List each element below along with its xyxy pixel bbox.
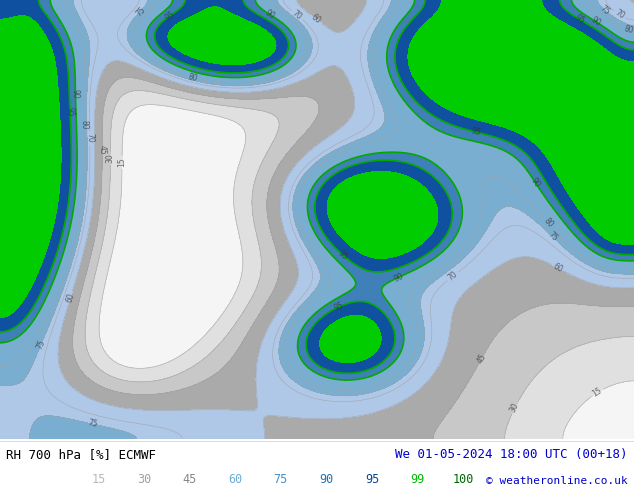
Text: © weatheronline.co.uk: © weatheronline.co.uk xyxy=(486,476,628,486)
Text: 45: 45 xyxy=(98,145,107,154)
Text: 80: 80 xyxy=(79,120,88,129)
Text: 95: 95 xyxy=(65,107,75,117)
Text: 80: 80 xyxy=(541,216,555,229)
Text: 95: 95 xyxy=(332,301,345,313)
Text: 95: 95 xyxy=(337,249,350,262)
Text: 90: 90 xyxy=(590,15,602,28)
Text: 70: 70 xyxy=(85,133,94,143)
Text: 80: 80 xyxy=(188,73,199,83)
Text: 99: 99 xyxy=(411,473,425,486)
Text: 100: 100 xyxy=(453,473,474,486)
Text: 60: 60 xyxy=(309,13,323,25)
Text: 15: 15 xyxy=(117,157,127,167)
Text: 75: 75 xyxy=(35,338,47,350)
Text: 90: 90 xyxy=(529,176,542,189)
Text: 75: 75 xyxy=(86,418,98,429)
Text: 95: 95 xyxy=(574,13,586,26)
Text: 60: 60 xyxy=(228,473,242,486)
Text: 90: 90 xyxy=(320,473,333,486)
Text: 95: 95 xyxy=(365,473,379,486)
Text: 45: 45 xyxy=(183,473,197,486)
Text: 30: 30 xyxy=(106,153,115,163)
Text: 45: 45 xyxy=(475,352,488,365)
Text: 30: 30 xyxy=(137,473,151,486)
Text: 30: 30 xyxy=(508,401,521,414)
Text: 70: 70 xyxy=(290,9,304,22)
Text: RH 700 hPa [%] ECMWF: RH 700 hPa [%] ECMWF xyxy=(6,448,157,461)
Text: 70: 70 xyxy=(613,8,626,21)
Text: 95: 95 xyxy=(164,9,177,22)
Text: We 01-05-2024 18:00 UTC (00+18): We 01-05-2024 18:00 UTC (00+18) xyxy=(395,448,628,461)
Text: 60: 60 xyxy=(552,262,564,274)
Text: 70: 70 xyxy=(446,270,459,283)
Text: 15: 15 xyxy=(91,473,105,486)
Text: 75: 75 xyxy=(134,5,147,18)
Text: 15: 15 xyxy=(591,386,604,399)
Text: 75: 75 xyxy=(274,473,288,486)
Text: 90: 90 xyxy=(392,271,405,283)
Text: 75: 75 xyxy=(547,230,560,244)
Text: 80: 80 xyxy=(623,24,634,36)
Text: 90: 90 xyxy=(264,8,276,21)
Text: 75: 75 xyxy=(598,3,611,17)
Text: 60: 60 xyxy=(65,292,76,304)
Text: 95: 95 xyxy=(470,126,481,138)
Text: 90: 90 xyxy=(71,89,80,99)
